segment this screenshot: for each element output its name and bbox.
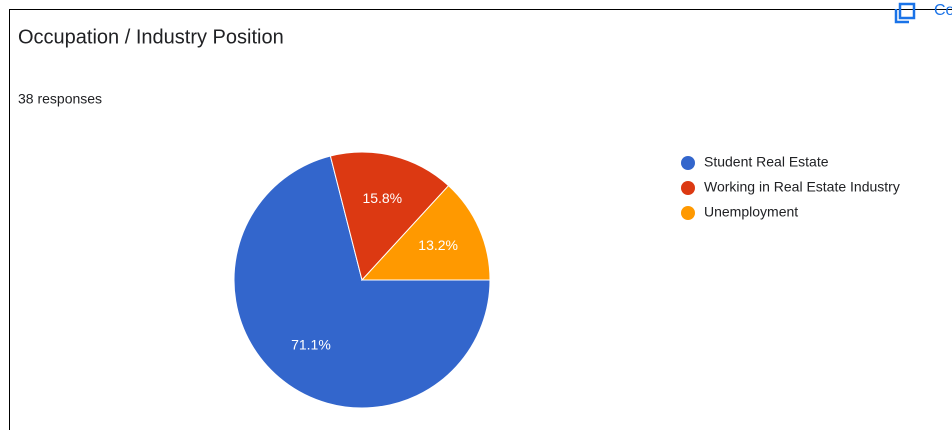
legend-swatch (681, 181, 695, 195)
legend-label: Working in Real Estate Industry (704, 179, 900, 195)
slice-label: 15.8% (362, 190, 402, 206)
pie-slice (360, 184, 491, 281)
pie-slice (233, 155, 491, 409)
copy-label[interactable]: Copy (934, 2, 952, 19)
legend-swatch (681, 206, 695, 220)
card (9, 9, 952, 430)
legend-label: Student Real Estate (704, 154, 829, 170)
chart: Occupation / Industry Position 38 respon… (18, 26, 900, 409)
chart-title: Occupation / Industry Position (18, 26, 284, 48)
pie-slice (329, 151, 450, 282)
copy-icon (894, 2, 916, 24)
page: Copy Occupation / Industry Position 38 r… (9, 0, 952, 430)
legend-label: Unemployment (704, 204, 798, 220)
slice-label: 13.2% (418, 237, 458, 253)
legend-swatch (681, 156, 695, 170)
copy-button[interactable]: Copy (892, 0, 952, 28)
response-count: 38 responses (18, 91, 102, 107)
slice-label: 71.1% (291, 336, 331, 352)
